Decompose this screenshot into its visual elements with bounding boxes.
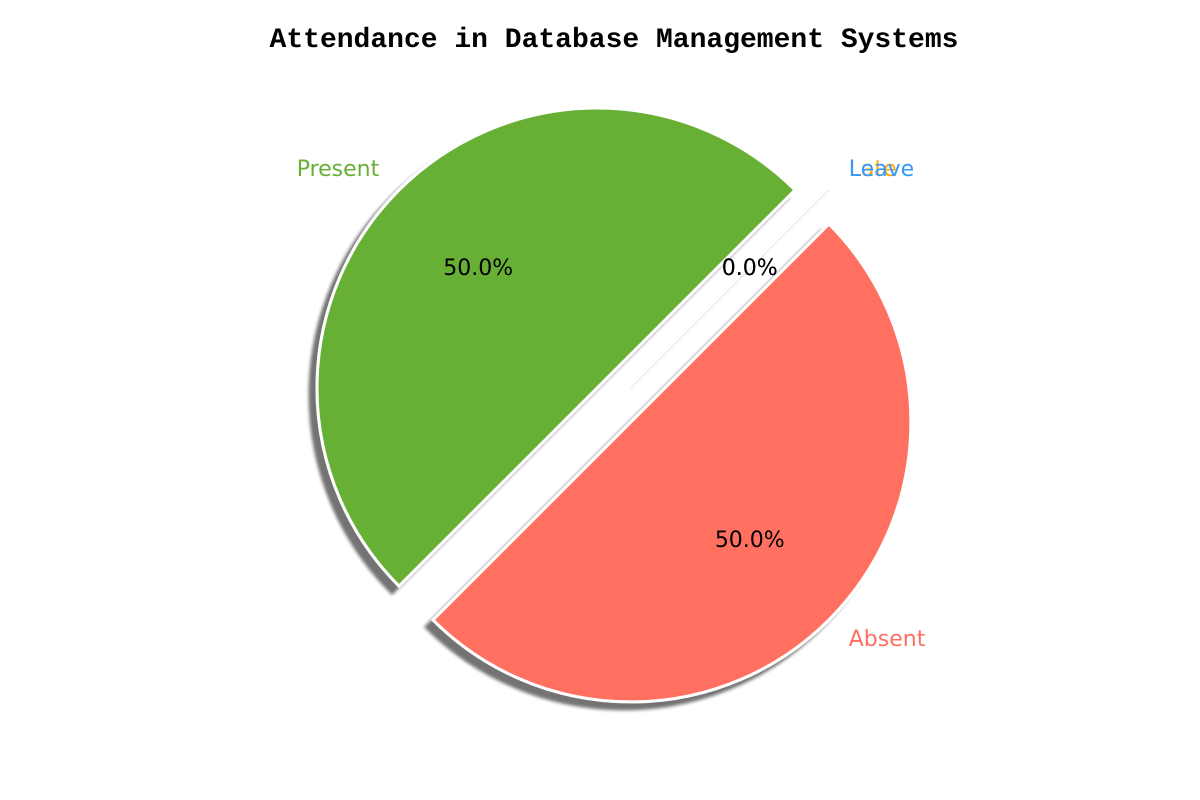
pie-slices	[315, 106, 913, 704]
pie-slice-present	[315, 106, 798, 589]
pie-percent-leave: 0.0%	[722, 256, 778, 281]
pie-percent-late: 0.0%	[722, 256, 778, 281]
pie-label-late: Late	[849, 157, 897, 182]
pie-percent-present: 50.0%	[443, 256, 513, 281]
pie-slice-absent	[430, 221, 913, 704]
pie-slice-leave	[630, 189, 830, 389]
pie-percent-absent: 50.0%	[715, 528, 785, 553]
pie-label-absent: Absent	[849, 627, 926, 652]
pie-label-leave: Leave	[849, 157, 914, 182]
pie-label-present: Present	[297, 157, 380, 182]
chart-title: Attendance in Database Management System…	[270, 25, 959, 56]
